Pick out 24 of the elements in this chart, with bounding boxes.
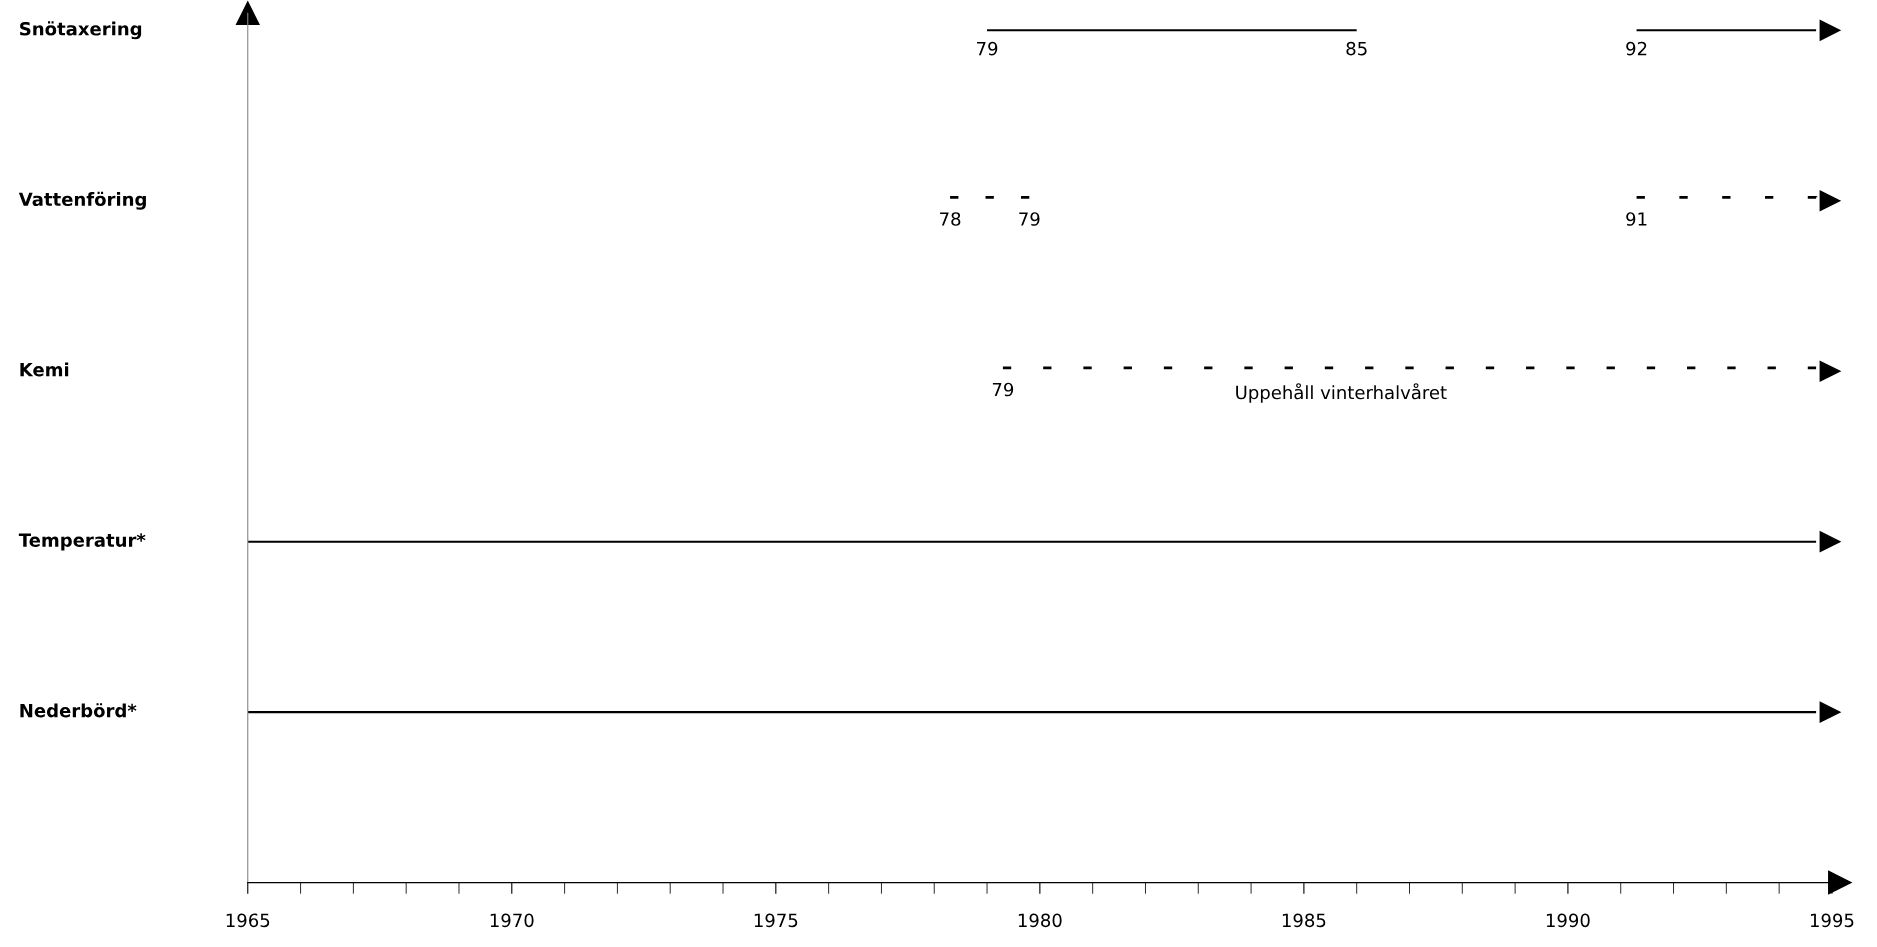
x-tick-label: 1965 bbox=[226, 913, 270, 928]
bar bbox=[987, 29, 1357, 32]
y-tick-label: Nederbörd* bbox=[20, 703, 137, 718]
annotation: 91 bbox=[1626, 212, 1647, 226]
bar bbox=[247, 711, 1817, 714]
x-tick-label: 1980 bbox=[1018, 913, 1062, 928]
annotation: Uppehåll vinterhalvåret bbox=[1236, 383, 1447, 403]
annotation: 85 bbox=[1346, 41, 1367, 56]
y-tick-label: Temperatur* bbox=[18, 533, 146, 551]
annotation: 92 bbox=[1626, 41, 1647, 56]
annotation: 79 bbox=[992, 382, 1014, 397]
bar bbox=[247, 540, 1817, 543]
x-tick-label: 1995 bbox=[1810, 913, 1854, 928]
annotation: 79 bbox=[1019, 212, 1040, 226]
y-tick-label: Kemi bbox=[20, 362, 69, 377]
annotation: 79 bbox=[977, 41, 998, 56]
y-tick-label: Vattenföring bbox=[18, 191, 146, 210]
x-tick-label: 1985 bbox=[1282, 913, 1326, 928]
x-tick-label: 1975 bbox=[754, 913, 798, 928]
annotation: 78 bbox=[940, 212, 961, 226]
y-tick-label: Snötaxering bbox=[20, 21, 142, 40]
bar bbox=[1636, 29, 1817, 32]
x-tick-label: 1990 bbox=[1546, 913, 1590, 928]
x-tick-label: 1970 bbox=[490, 913, 534, 928]
